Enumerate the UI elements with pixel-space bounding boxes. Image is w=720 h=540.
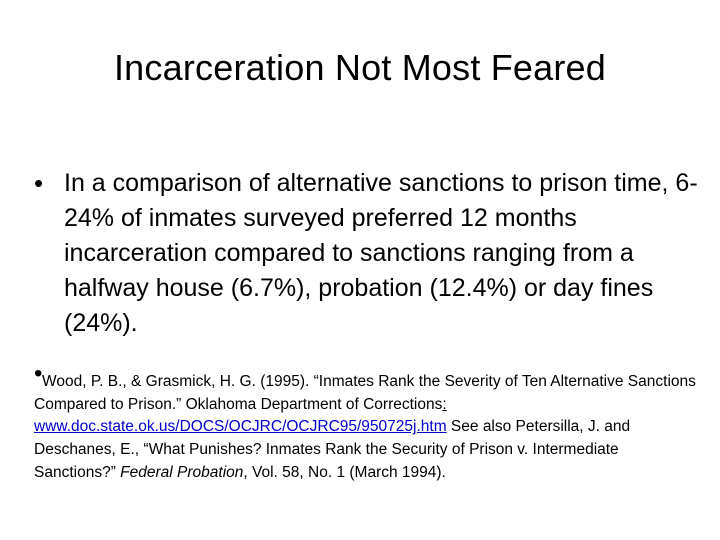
citation-part1: Wood, P. B., & Grasmick, H. G. (1995). “… (34, 373, 696, 413)
citation-part3: , Vol. 58, No. 1 (March 1994). (243, 463, 446, 481)
bullet-main-text: In a comparison of alternative sanctions… (64, 169, 698, 337)
slide-title: Incarceration Not Most Feared (113, 47, 606, 88)
citation-part2: See also Petersilla, J. and Deschanes, E… (34, 418, 631, 481)
citation-journal: Federal Probation (120, 463, 244, 481)
bullet-icon: • (34, 360, 43, 387)
bullet-icon: • (34, 168, 44, 198)
citation-colon: : (442, 395, 447, 413)
citation-text: Wood, P. B., & Grasmick, H. G. (1995). “… (34, 371, 704, 485)
citation-link[interactable]: www.doc.state.ok.us/DOCS/OCJRC/OCJRC95/9… (34, 418, 447, 436)
